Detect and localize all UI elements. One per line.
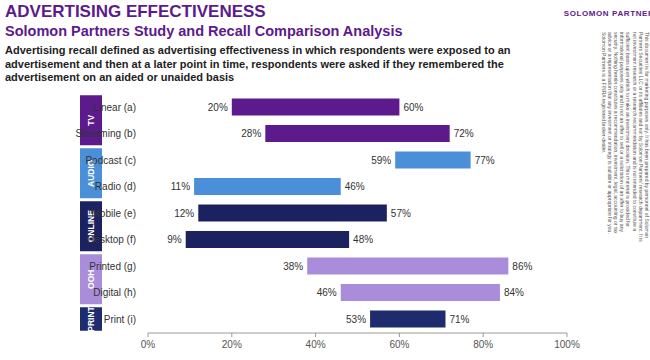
x-tick-label: 0% bbox=[141, 339, 156, 350]
range-bar bbox=[370, 311, 445, 328]
category-label: Streaming (b) bbox=[75, 128, 136, 139]
category-label: Print (i) bbox=[104, 314, 136, 325]
group-label: PRINT bbox=[86, 305, 96, 331]
range-bar bbox=[341, 284, 500, 301]
category-label: Digital (h) bbox=[93, 287, 136, 298]
range-bar bbox=[232, 99, 400, 116]
category-label: Linear (a) bbox=[93, 102, 136, 113]
data-label: 72% bbox=[454, 128, 474, 139]
data-label: 9% bbox=[167, 234, 182, 245]
category-label: Desktop (f) bbox=[87, 234, 136, 245]
data-label: 71% bbox=[449, 314, 469, 325]
range-bar bbox=[198, 205, 387, 222]
x-tick bbox=[399, 333, 400, 337]
x-tick-label: 20% bbox=[222, 339, 242, 350]
data-label: 38% bbox=[283, 261, 303, 272]
chart: ADVERTISING EFFECTIVENESS Solomon Partner… bbox=[0, 0, 650, 360]
x-tick-label: 40% bbox=[306, 339, 326, 350]
range-bar bbox=[186, 231, 349, 248]
category-label: Printed (g) bbox=[89, 261, 136, 272]
data-label: 20% bbox=[208, 102, 228, 113]
bars bbox=[186, 99, 509, 328]
subtitle: Solomon Partners Study and Recall Compar… bbox=[5, 23, 403, 39]
range-bar bbox=[307, 258, 508, 275]
category-label: Mobile (e) bbox=[92, 208, 136, 219]
description: Advertising recall defined as advertisin… bbox=[5, 44, 511, 83]
data-label: 46% bbox=[345, 181, 365, 192]
data-label: 11% bbox=[171, 181, 190, 192]
data-label: 86% bbox=[512, 261, 532, 272]
x-tick bbox=[231, 333, 232, 337]
x-tick bbox=[567, 333, 568, 337]
group-label: TV bbox=[86, 114, 96, 125]
data-label: 12% bbox=[174, 208, 194, 219]
category-label: Podcast (c) bbox=[85, 155, 136, 166]
range-bar bbox=[395, 152, 470, 169]
data-label: 28% bbox=[241, 128, 261, 139]
data-label: 48% bbox=[353, 234, 373, 245]
category-label: Radio (d) bbox=[95, 181, 136, 192]
x-tick bbox=[148, 333, 149, 337]
data-label: 46% bbox=[317, 287, 337, 298]
range-bar bbox=[265, 125, 449, 142]
data-label: 60% bbox=[403, 102, 423, 113]
data-label: 84% bbox=[504, 287, 524, 298]
x-tick-label: 100% bbox=[554, 339, 580, 350]
x-tick bbox=[315, 333, 316, 337]
data-label: 53% bbox=[346, 314, 366, 325]
data-label: 57% bbox=[391, 208, 411, 219]
x-tick bbox=[483, 333, 484, 337]
x-tick-label: 80% bbox=[473, 339, 493, 350]
disclaimer: This document is for marketing purposes … bbox=[601, 32, 650, 242]
x-axis-line bbox=[148, 333, 567, 334]
data-label: 77% bbox=[475, 155, 495, 166]
logo: SOLOMON PARTNERS bbox=[564, 9, 650, 18]
x-tick-label: 60% bbox=[389, 339, 409, 350]
range-bar bbox=[194, 178, 341, 195]
data-label: 59% bbox=[371, 155, 391, 166]
title: ADVERTISING EFFECTIVENESS bbox=[5, 2, 266, 21]
